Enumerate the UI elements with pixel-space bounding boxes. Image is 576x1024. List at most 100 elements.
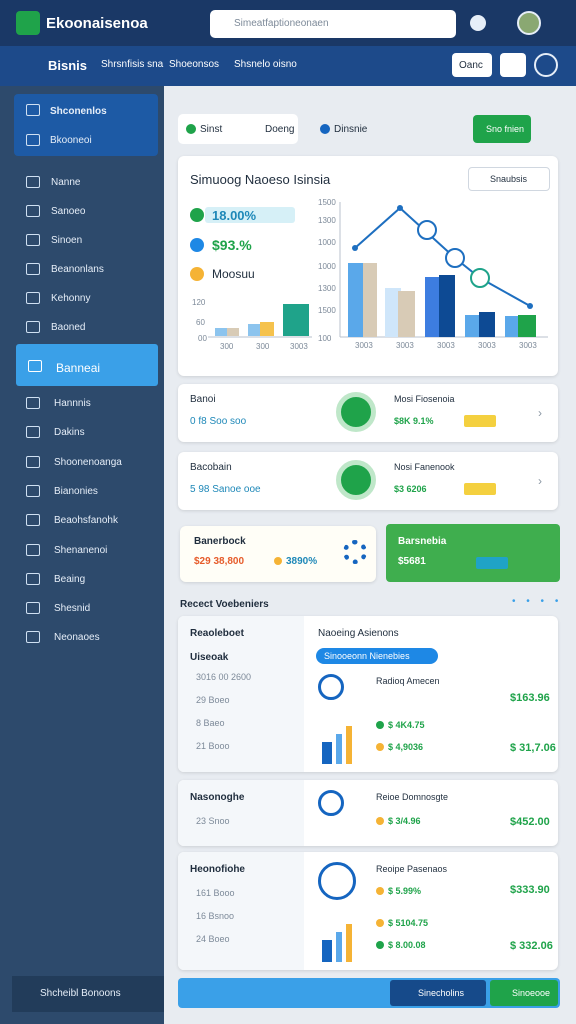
nav-link[interactable]: Shoeonsos — [169, 59, 220, 70]
sidebar-item[interactable]: Dakins — [54, 427, 85, 439]
tile-title: Banerbock — [194, 536, 246, 547]
amount: $ 8.00.08 — [388, 940, 426, 950]
notification-icon[interactable] — [470, 15, 486, 31]
amount: $ 31,7.06 — [510, 742, 556, 754]
search-placeholder: Simeatfaptioneonaen — [234, 18, 329, 29]
pagination-dots[interactable]: • • • • — [512, 596, 563, 607]
sidebar-active-label: Banneai — [56, 361, 101, 375]
amount-icon — [376, 743, 384, 751]
sidebar-item[interactable]: Sinoen — [51, 235, 83, 246]
axis-label: 120 — [192, 298, 206, 307]
sidebar-item[interactable]: Bianonies — [54, 485, 98, 497]
recent-left-line: 16 Bsnoo — [196, 911, 235, 921]
tab[interactable]: Doeng — [265, 124, 295, 135]
amount: $452.00 — [510, 816, 550, 828]
sidebar-icon — [26, 572, 40, 585]
recent-left — [178, 852, 304, 970]
row-value: $3 6206 — [394, 484, 427, 494]
sidebar-icon — [26, 543, 40, 556]
stat-value: $93.% — [212, 237, 252, 253]
recent-left-title: Nasonoghe — [190, 792, 245, 803]
sidebar-item[interactable]: Beanonlans — [51, 264, 104, 275]
row-title: Banoi — [190, 394, 216, 405]
amount-icon — [376, 721, 384, 729]
sidebar-item[interactable]: Hannnis — [54, 398, 91, 409]
row-sub: 0 f8 Soo soo — [190, 416, 247, 427]
main-chart — [339, 202, 548, 338]
footer-button[interactable] — [390, 980, 486, 1006]
amount: $333.90 — [510, 884, 550, 896]
amount: $163.96 — [510, 692, 550, 704]
sidebar-icon — [26, 263, 40, 275]
search-box[interactable] — [210, 10, 456, 38]
axis-label: 100 — [318, 334, 332, 343]
recent-name: Radioq Amecen — [376, 676, 440, 686]
amount-icon — [376, 817, 384, 825]
chevron[interactable]: › — [538, 474, 542, 488]
row-sub: 5 98 Sanoe ooe — [190, 484, 261, 495]
axis-label: 3003 — [478, 341, 496, 350]
sidebar-icon — [26, 631, 40, 644]
stat-icon — [190, 208, 204, 222]
recent-left — [178, 780, 304, 846]
amount-icon — [376, 887, 384, 895]
gear-icon — [343, 540, 367, 564]
sidebar-footer-label[interactable]: Shcheibl Bonoons — [40, 988, 121, 999]
nav-icon-button[interactable] — [534, 53, 558, 77]
chevron[interactable]: › — [538, 406, 542, 420]
nav-icon-button[interactable] — [500, 53, 526, 77]
sidebar-icon — [26, 397, 40, 409]
tile-green[interactable] — [386, 524, 560, 582]
axis-label: 1300 — [318, 216, 336, 225]
axis-label: 3003 — [519, 341, 537, 350]
tile-tag — [476, 557, 508, 569]
nav-button-label: Oanc — [459, 60, 483, 71]
dropdown[interactable] — [468, 167, 550, 191]
tab[interactable]: Dinsnie — [334, 124, 368, 135]
primary-button[interactable] — [473, 115, 531, 143]
footer-button[interactable] — [490, 980, 558, 1006]
avatar[interactable] — [517, 11, 541, 35]
sidebar-item[interactable]: Beaing — [54, 573, 86, 585]
tab[interactable]: Sinst — [200, 124, 223, 135]
sidebar-item[interactable]: Kehonny — [51, 293, 91, 304]
bar-icon — [336, 932, 342, 962]
sidebar-item[interactable]: Shenanenoi — [54, 544, 108, 556]
primary-button-label: Sno fnien — [486, 124, 525, 134]
axis-label: 3003 — [396, 341, 414, 350]
axis-label: 3003 — [437, 341, 455, 350]
row-tag — [464, 415, 496, 427]
axis-label: 300 — [256, 342, 270, 351]
logo-icon — [16, 11, 40, 35]
tile-title: Barsnebia — [398, 536, 447, 547]
sidebar-item[interactable]: Shesnid — [54, 603, 91, 615]
tile-extra: 3890% — [286, 556, 318, 567]
row-value: $8K 9.1% — [394, 416, 434, 426]
sidebar-item[interactable]: Beaohsfanohk — [54, 515, 118, 527]
amount: $ 5.99% — [388, 886, 422, 896]
amount: $ 4K4.75 — [388, 720, 425, 730]
sidebar-item[interactable]: Sanoeo — [51, 206, 86, 217]
row-icon — [336, 460, 376, 500]
pill[interactable] — [316, 648, 438, 664]
bar-icon — [346, 726, 352, 764]
sidebar-item[interactable]: Shconenlos — [50, 106, 107, 117]
sidebar-item[interactable]: Nanne — [51, 177, 81, 188]
sidebar-item[interactable]: Bkooneoi — [50, 135, 92, 146]
recent-left-line: 161 Booo — [196, 888, 235, 898]
section-title: Recect Voebeniers — [180, 599, 269, 610]
nav-title: Bisnis — [48, 58, 88, 73]
axis-label: 1000 — [318, 238, 336, 247]
sidebar-icon — [26, 455, 40, 468]
sidebar-item[interactable]: Neonaoes — [54, 632, 100, 644]
sidebar-item[interactable]: Baoned — [51, 322, 86, 333]
tile-icon — [274, 557, 282, 565]
sidebar-item[interactable]: Shoonenoanga — [54, 456, 122, 468]
nav-link[interactable]: Shrsnfisis sna — [101, 59, 164, 70]
recent-name: Reioe Domnosgte — [376, 792, 449, 802]
row-tag — [464, 483, 496, 495]
sidebar-active[interactable] — [16, 344, 158, 386]
sidebar-footer — [12, 976, 164, 1012]
nav-button[interactable] — [452, 53, 492, 77]
nav-link[interactable]: Shsnelo oisno — [234, 59, 297, 70]
